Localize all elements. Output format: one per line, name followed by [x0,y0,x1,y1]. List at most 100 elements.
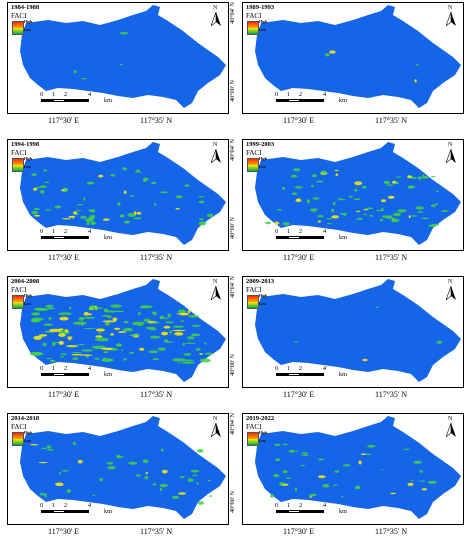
scale-unit: km [104,97,112,104]
faci-hotspot [430,175,436,178]
faci-hotspot [134,171,142,173]
faci-hotspot [58,340,64,345]
faci-hotspot [353,198,361,201]
scale-unit: km [104,234,112,241]
faci-hotspot [311,174,317,178]
faci-hotspot [197,501,205,505]
legend-colorbar [247,21,259,35]
faci-hotspot [148,350,159,354]
legend-high-label: High [24,294,33,298]
scale-tick: 4 [323,228,327,235]
faci-hotspot [92,494,96,497]
faci-hotspot [41,447,47,450]
faci-hotspot [295,198,302,203]
north-arrow-icon: N [443,5,459,27]
faci-hotspot [381,469,384,471]
lat-label-bottom: 40°00' N [229,80,236,102]
faci-hotspot [142,177,149,182]
map-title: FACI [11,12,27,20]
faci-hotspot [71,346,75,348]
faci-hotspot [106,461,114,465]
faci-hotspot [143,318,151,322]
faci-hotspot [172,325,185,328]
faci-hotspot [103,308,109,313]
faci-hotspot [99,478,104,482]
study-area-map [20,142,226,245]
scale-bar: 0 1 2 4 km [40,91,112,107]
scale-bar: 0 1 2 4 km [275,502,347,518]
faci-hotspot [411,479,414,482]
faci-hotspot [100,347,114,350]
faci-hotspot [195,348,201,351]
period-label: 1999-2003 [246,141,275,148]
faci-hotspot [411,215,418,217]
legend-colorbar [247,432,259,446]
faci-hotspot [118,456,124,458]
faci-hotspot [175,207,180,210]
faci-hotspot [123,358,127,361]
faci-hotspot [159,191,168,194]
period-label: 1989-1993 [246,4,275,11]
faci-hotspot [160,317,170,319]
faci-hotspot [178,362,181,364]
scale-tick: 0 [40,502,44,509]
faci-hotspot [123,190,127,194]
faci-hotspot [208,495,213,497]
faci-hotspot [204,352,214,355]
faci-hotspot [101,314,110,317]
faci-hotspot [134,211,137,215]
faci-hotspot [417,211,424,213]
faci-hotspot [276,209,282,211]
map-title: FACI [246,149,262,157]
faci-hotspot [122,328,134,332]
faci-hotspot [76,204,84,206]
faci-hotspot [67,336,73,339]
scale-bar: 0 1 2 4 km [275,228,347,244]
study-area-region [20,279,226,382]
faci-hotspot [177,309,186,314]
scale-tick: 1 [52,228,56,235]
scale-tick: 0 [275,91,279,98]
faci-hotspot [427,480,437,484]
study-area-region [255,416,461,519]
faci-hotspot [164,341,174,343]
scale-tick: 2 [299,502,303,509]
faci-hotspot [68,306,72,310]
north-arrow-icon: N [208,142,224,164]
faci-hotspot [204,342,207,345]
faci-hotspot [72,321,87,325]
scale-tick: 4 [323,91,327,98]
faci-hotspot [331,208,335,213]
faci-hotspot [104,322,110,326]
faci-hotspot [62,187,68,191]
map-frame: 1994-1998 FACI High Low N 0 1 2 4 [7,139,229,251]
map-panel-1989-1993: 1989-1993 FACI High Low N 0 1 2 4 [229,0,465,136]
faci-hotspot [385,184,395,186]
faci-hotspot [149,335,161,339]
faci-hotspot [354,188,358,192]
faci-hotspot [419,480,426,482]
faci-hotspot [151,181,157,185]
faci-hotspot [48,317,52,320]
legend-low-label: Low [24,302,32,306]
scale-bar: 0 1 2 4 km [275,91,347,107]
faci-hotspot [318,475,326,479]
faci-hotspot [369,214,373,217]
faci-hotspot [114,327,121,330]
scale-tick: 4 [323,502,327,509]
map-title: FACI [11,149,27,157]
north-label: N [213,5,218,11]
faci-hotspot [414,79,417,83]
faci-hotspot [169,330,173,334]
lat-label-top: 40°04' N [229,2,236,24]
faci-hotspot [301,452,308,455]
faci-hotspots [29,441,213,505]
faci-hotspot [77,459,83,464]
faci-hotspot [309,496,313,498]
faci-hotspot [415,206,418,209]
faci-hotspot [139,347,145,351]
faci-hotspot [355,485,361,489]
study-area-region [20,142,226,245]
faci-hotspot [86,181,95,185]
faci-hotspot [102,357,107,362]
